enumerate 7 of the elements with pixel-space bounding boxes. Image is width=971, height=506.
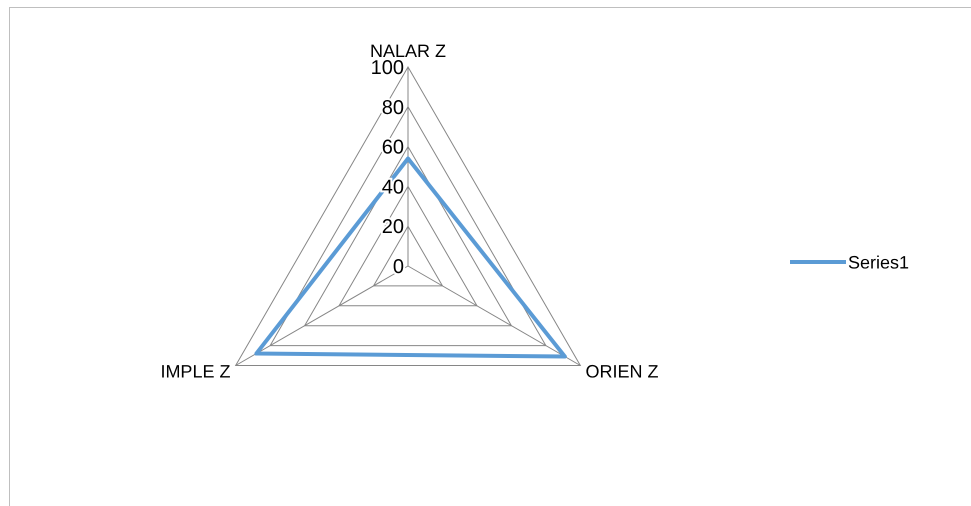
spoke-label: IMPLE Z xyxy=(160,362,230,382)
spoke-label: ORIEN Z xyxy=(586,362,659,382)
y-tick-label: 20 xyxy=(382,216,404,238)
y-tick-label: 60 xyxy=(382,136,404,159)
y-tick-label: 80 xyxy=(382,96,404,119)
legend-label: Series1 xyxy=(848,252,910,272)
y-tick-label: 0 xyxy=(392,256,404,278)
